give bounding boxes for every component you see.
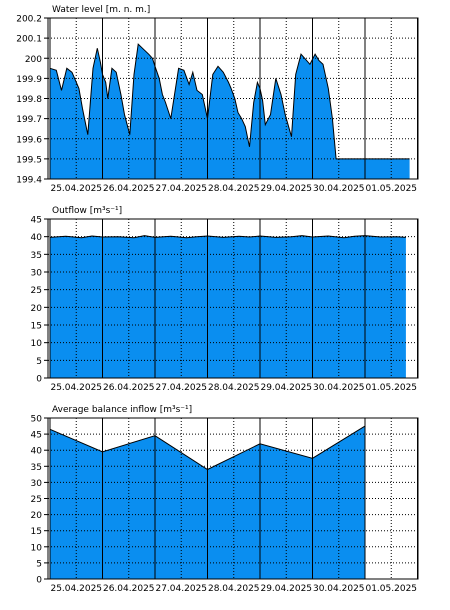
y-tick-label: 200.1 xyxy=(16,35,42,45)
x-tick-label: 30.04.2025 xyxy=(313,584,365,594)
x-tick-label: 25.04.2025 xyxy=(50,184,102,194)
chart-title: Average balance inflow [m³s⁻¹] xyxy=(52,405,192,415)
y-tick-label: 0 xyxy=(36,576,42,586)
y-tick-label: 10 xyxy=(31,339,43,349)
y-tick-label: 199.5 xyxy=(16,155,42,165)
plot-frame xyxy=(47,417,419,580)
y-tick-label: 50 xyxy=(31,415,43,425)
y-tick-label: 200.2 xyxy=(16,15,42,25)
y-tick-label: 40 xyxy=(31,447,43,457)
x-tick-label: 27.04.2025 xyxy=(155,383,207,393)
y-tick-label: 25 xyxy=(31,495,42,505)
y-tick-label: 0 xyxy=(36,375,42,385)
y-tick-label: 30 xyxy=(31,269,43,279)
y-tick-label: 199.4 xyxy=(16,176,42,186)
y-tick-label: 5 xyxy=(36,357,42,367)
x-tick-label: 25.04.2025 xyxy=(50,383,102,393)
x-tick-label: 25.04.2025 xyxy=(50,584,102,594)
y-tick-label: 15 xyxy=(31,322,42,332)
x-tick-label: 27.04.2025 xyxy=(155,184,207,194)
x-tick-label: 27.04.2025 xyxy=(155,584,207,594)
plot-frame xyxy=(47,218,419,379)
x-tick-label: 29.04.2025 xyxy=(260,584,312,594)
x-tick-label: 29.04.2025 xyxy=(260,383,312,393)
x-tick-label: 30.04.2025 xyxy=(313,383,365,393)
y-tick-label: 199.7 xyxy=(16,115,42,125)
x-tick-label: 26.04.2025 xyxy=(103,584,155,594)
chart-panel-2: 0 5 10 15 20 25 30 35 40 45 Outflow [m³s⁻¹] 25.04.2… xyxy=(31,206,419,393)
y-tick-label: 199.6 xyxy=(16,135,42,145)
y-tick-label: 15 xyxy=(31,527,42,537)
y-tick-label: 5 xyxy=(36,559,42,569)
x-tick-label: 28.04.2025 xyxy=(208,184,260,194)
x-tick-label: 26.04.2025 xyxy=(103,184,155,194)
series-area xyxy=(50,44,410,180)
chart-title: Outflow [m³s⁻¹] xyxy=(52,206,122,216)
y-tick-label: 20 xyxy=(31,511,43,521)
y-tick-label: 35 xyxy=(31,463,42,473)
y-tick-label: 199.9 xyxy=(16,75,42,85)
y-tick-label: 30 xyxy=(31,479,43,489)
series-area xyxy=(50,235,406,378)
x-tick-label: 28.04.2025 xyxy=(208,383,260,393)
y-tick-label: 10 xyxy=(31,543,43,553)
x-tick-label: 01.05.2025 xyxy=(365,184,417,194)
x-tick-label: 01.05.2025 xyxy=(365,383,417,393)
y-tick-label: 200 xyxy=(25,55,42,65)
y-tick-label: 20 xyxy=(31,304,43,314)
x-tick-label: 01.05.2025 xyxy=(365,584,417,594)
x-tick-label: 28.04.2025 xyxy=(208,584,260,594)
y-tick-label: 199.8 xyxy=(16,95,42,105)
y-tick-label: 35 xyxy=(31,251,42,261)
plot-frame xyxy=(47,17,419,180)
chart-panel-3: 0 5 10 15 20 25 30 35 40 45 50 Average balance infl… xyxy=(31,405,419,594)
x-tick-label: 29.04.2025 xyxy=(260,184,312,194)
chart-panel-1: 199.4 199.5 199.6 199.7 199.8 199.9 200 200.1 20… xyxy=(16,5,419,194)
x-tick-label: 26.04.2025 xyxy=(103,383,155,393)
x-tick-label: 30.04.2025 xyxy=(313,184,365,194)
y-tick-label: 45 xyxy=(31,431,42,441)
y-tick-label: 40 xyxy=(31,233,43,243)
y-tick-label: 25 xyxy=(31,286,42,296)
y-tick-label: 45 xyxy=(31,216,42,226)
chart-title: Water level [m. n. m.] xyxy=(52,5,150,15)
